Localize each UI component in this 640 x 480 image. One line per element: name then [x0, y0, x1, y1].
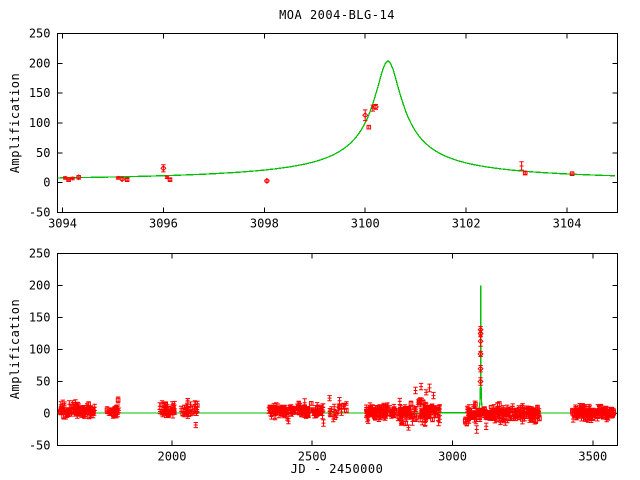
top-panel-y-axis-label: Amplification [8, 72, 22, 174]
x-axis-label: JD - 2450000 [290, 462, 384, 476]
svg-text:250: 250 [29, 27, 51, 41]
svg-text:3102: 3102 [452, 217, 481, 231]
svg-text:150: 150 [29, 86, 51, 100]
svg-text:3500: 3500 [578, 450, 607, 464]
svg-text:200: 200 [29, 279, 51, 293]
svg-text:0: 0 [43, 176, 50, 190]
svg-text:3000: 3000 [438, 450, 467, 464]
svg-text:3096: 3096 [149, 217, 178, 231]
svg-text:250: 250 [29, 247, 51, 261]
svg-text:100: 100 [29, 343, 51, 357]
svg-text:100: 100 [29, 116, 51, 130]
svg-text:50: 50 [36, 146, 50, 160]
svg-text:150: 150 [29, 311, 51, 325]
svg-text:2500: 2500 [298, 450, 327, 464]
bottom-panel-y-axis-label: Amplification [8, 298, 22, 400]
svg-text:3098: 3098 [250, 217, 279, 231]
svg-text:3094: 3094 [48, 217, 77, 231]
chart-title: MOA 2004-BLG-14 [279, 8, 395, 22]
svg-text:200: 200 [29, 56, 51, 70]
svg-text:-50: -50 [29, 439, 51, 453]
svg-text:50: 50 [36, 375, 50, 389]
svg-text:3100: 3100 [351, 217, 380, 231]
svg-text:-50: -50 [29, 206, 51, 220]
svg-text:0: 0 [43, 407, 50, 421]
svg-text:3104: 3104 [553, 217, 582, 231]
svg-text:2000: 2000 [158, 450, 187, 464]
